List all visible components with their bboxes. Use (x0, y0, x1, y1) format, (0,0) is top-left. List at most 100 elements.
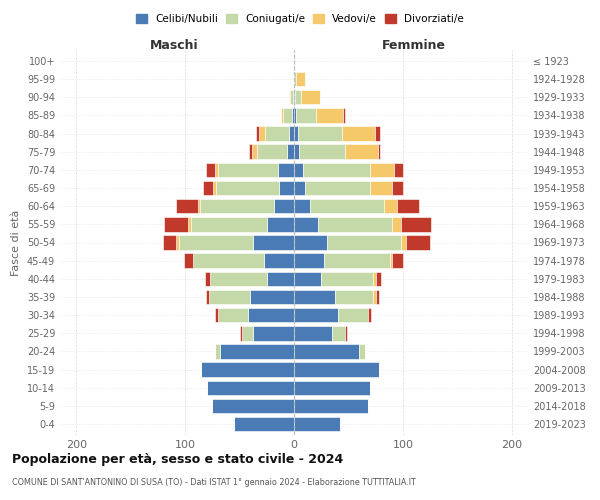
Bar (207, 380, 294, 395)
Bar (218, 308, 248, 322)
Bar (294, 326, 332, 340)
Bar (394, 162, 403, 177)
Bar (209, 290, 250, 304)
Bar (318, 217, 392, 232)
Bar (267, 272, 294, 286)
Bar (342, 126, 374, 141)
Bar (215, 308, 218, 322)
Bar (220, 344, 294, 358)
Bar (184, 254, 193, 268)
Bar (332, 326, 345, 340)
Bar (250, 290, 294, 304)
Bar (251, 144, 257, 159)
Bar (289, 126, 294, 141)
Bar (326, 235, 401, 250)
Bar (368, 308, 371, 322)
Bar (378, 144, 380, 159)
Bar (296, 108, 316, 122)
Bar (294, 235, 326, 250)
Bar (257, 144, 287, 159)
Bar (203, 181, 214, 196)
Bar (214, 181, 215, 196)
Bar (198, 199, 200, 214)
Bar (321, 272, 373, 286)
Bar (401, 217, 431, 232)
Bar (202, 362, 294, 377)
Legend: Celibi/Nubili, Coniugati/e, Vedovi/e, Divorziati/e: Celibi/Nubili, Coniugati/e, Vedovi/e, Di… (132, 10, 468, 29)
Bar (392, 217, 401, 232)
Bar (292, 108, 294, 122)
Bar (279, 181, 294, 196)
Bar (218, 162, 278, 177)
Bar (293, 90, 294, 104)
Bar (163, 235, 176, 250)
Bar (294, 144, 299, 159)
Bar (287, 144, 294, 159)
Bar (294, 380, 370, 395)
Bar (390, 254, 392, 268)
Bar (401, 235, 406, 250)
Bar (176, 199, 198, 214)
Bar (296, 72, 305, 86)
Bar (303, 162, 370, 177)
Bar (205, 272, 210, 286)
Bar (294, 54, 295, 68)
Bar (259, 126, 265, 141)
Bar (301, 90, 320, 104)
Bar (392, 181, 403, 196)
Bar (335, 290, 373, 304)
Bar (392, 254, 403, 268)
Bar (294, 362, 379, 377)
Bar (345, 326, 347, 340)
Bar (374, 126, 380, 141)
Bar (253, 235, 294, 250)
Bar (263, 254, 294, 268)
Bar (206, 290, 209, 304)
Bar (234, 417, 294, 432)
Bar (316, 108, 343, 122)
Bar (370, 181, 392, 196)
Bar (294, 72, 296, 86)
Bar (188, 217, 191, 232)
Bar (191, 217, 267, 232)
Bar (164, 217, 188, 232)
Bar (210, 272, 267, 286)
Bar (283, 108, 292, 122)
Bar (200, 199, 274, 214)
Text: Popolazione per età, sesso e stato civile - 2024: Popolazione per età, sesso e stato civil… (12, 452, 343, 466)
Text: Femmine: Femmine (382, 39, 446, 52)
Bar (325, 254, 390, 268)
Bar (338, 308, 368, 322)
Bar (294, 254, 325, 268)
Bar (294, 272, 321, 286)
Bar (376, 272, 381, 286)
Bar (242, 326, 253, 340)
Text: Maschi: Maschi (150, 39, 199, 52)
Bar (294, 126, 298, 141)
Bar (265, 126, 289, 141)
Bar (253, 326, 294, 340)
Bar (179, 235, 253, 250)
Bar (294, 398, 368, 413)
Bar (176, 235, 179, 250)
Bar (310, 199, 385, 214)
Bar (294, 290, 335, 304)
Bar (294, 162, 303, 177)
Bar (299, 144, 345, 159)
Bar (345, 144, 378, 159)
Y-axis label: Anni di nascita: Anni di nascita (596, 201, 600, 284)
Bar (294, 308, 338, 322)
Bar (289, 90, 290, 104)
Bar (256, 126, 259, 141)
Bar (215, 162, 218, 177)
Bar (343, 108, 345, 122)
Bar (206, 162, 215, 177)
Bar (215, 344, 220, 358)
Bar (294, 181, 305, 196)
Bar (295, 90, 301, 104)
Bar (359, 344, 365, 358)
Bar (212, 398, 294, 413)
Bar (294, 199, 310, 214)
Bar (290, 90, 293, 104)
Bar (373, 272, 376, 286)
